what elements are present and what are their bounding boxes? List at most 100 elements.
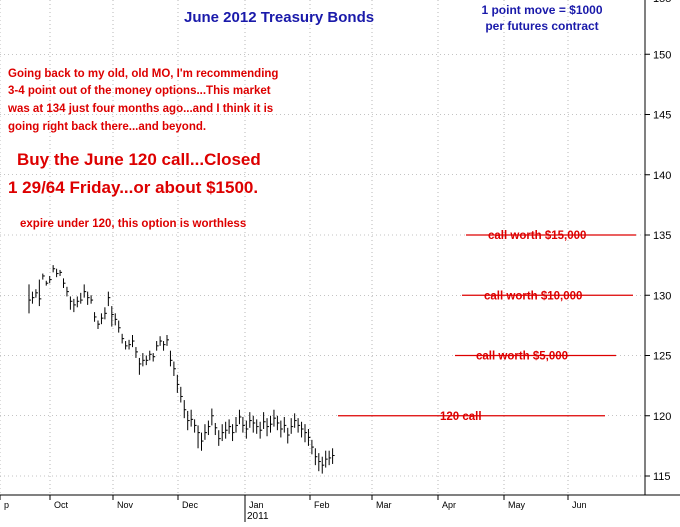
grid-lines bbox=[0, 0, 645, 495]
price-bar bbox=[132, 335, 135, 348]
price-bar bbox=[183, 400, 187, 419]
price-bar bbox=[97, 320, 100, 329]
price-bar bbox=[142, 353, 145, 367]
level-label: call worth $10,000 bbox=[484, 290, 582, 302]
price-bar bbox=[125, 341, 128, 350]
price-bar bbox=[301, 421, 304, 438]
price-bar bbox=[159, 336, 163, 346]
price-bar bbox=[321, 456, 325, 474]
price-bar bbox=[52, 265, 56, 273]
price-bar bbox=[49, 275, 52, 284]
price-bar bbox=[235, 416, 238, 433]
x-tick-label: Apr bbox=[442, 500, 456, 510]
price-bar bbox=[76, 296, 80, 308]
level-label: 120 call bbox=[440, 411, 482, 423]
price-bar bbox=[87, 291, 90, 305]
price-bar bbox=[176, 374, 180, 393]
price-bar bbox=[83, 284, 87, 298]
price-bar bbox=[138, 357, 142, 375]
subtitle-line-1: 1 point move = $1000 bbox=[481, 3, 602, 17]
price-bar bbox=[94, 312, 97, 322]
price-bar bbox=[149, 350, 152, 361]
price-bar bbox=[266, 418, 270, 437]
price-bar bbox=[214, 422, 218, 436]
price-bar bbox=[135, 347, 138, 358]
price-bar bbox=[204, 424, 207, 440]
price-bar bbox=[66, 286, 69, 297]
x-tick-label: Jun bbox=[572, 500, 587, 510]
price-level-lines: call worth $15,000 call worth $10,000 call… bbox=[338, 230, 636, 423]
y-tick-label: 145 bbox=[653, 110, 671, 122]
price-bar bbox=[111, 306, 114, 327]
commentary-line-3: was at 134 just four months ago...and I … bbox=[7, 103, 273, 115]
y-tick-label: 150 bbox=[653, 49, 671, 61]
price-bar bbox=[287, 427, 290, 444]
commentary-line-2: 3-4 point out of the money options...Thi… bbox=[8, 85, 271, 97]
price-bar bbox=[128, 339, 132, 350]
commentary-line-1: Going back to my old, old MO, I'm recomm… bbox=[8, 68, 278, 80]
level-label: call worth $15,000 bbox=[488, 230, 586, 242]
expiry-note: expire under 120, this option is worthle… bbox=[20, 218, 246, 230]
price-bar bbox=[163, 341, 166, 351]
price-bar bbox=[218, 430, 221, 446]
level-label: call worth $5,000 bbox=[476, 351, 568, 363]
price-bar bbox=[114, 313, 118, 326]
price-bar bbox=[166, 335, 169, 346]
price-bar bbox=[80, 292, 83, 304]
price-bar bbox=[245, 420, 249, 439]
y-tick-label: 155 bbox=[653, 0, 671, 5]
x-year-label: 2011 bbox=[247, 511, 269, 522]
price-bar bbox=[280, 420, 283, 438]
price-bar bbox=[273, 409, 276, 427]
price-bar bbox=[42, 273, 45, 280]
price-bar bbox=[90, 295, 94, 304]
price-bar bbox=[194, 419, 197, 433]
price-bar bbox=[118, 320, 121, 333]
price-bar bbox=[35, 289, 38, 298]
price-bar bbox=[207, 420, 211, 436]
price-bar bbox=[145, 355, 149, 366]
price-bar bbox=[242, 416, 245, 433]
price-bar bbox=[152, 353, 156, 362]
price-bar bbox=[121, 333, 125, 344]
price-bar bbox=[201, 432, 204, 451]
price-bar bbox=[45, 280, 49, 286]
price-bar bbox=[56, 268, 59, 278]
price-bar bbox=[328, 450, 332, 466]
price-bar bbox=[318, 453, 321, 472]
price-bar bbox=[232, 424, 235, 442]
commentary-line-4: going right back there...and beyond. bbox=[8, 121, 206, 133]
price-bar bbox=[100, 313, 104, 325]
y-tick-label: 120 bbox=[653, 411, 671, 423]
price-bar bbox=[325, 450, 328, 468]
price-bars bbox=[28, 265, 335, 474]
x-tick-label: May bbox=[508, 500, 526, 510]
y-tick-label: 130 bbox=[653, 290, 671, 302]
price-bar bbox=[69, 296, 73, 310]
x-tick-label: Oct bbox=[54, 500, 69, 510]
x-axis-ticks: p Oct Nov Dec Jan Feb Mar Apr May Jun bbox=[0, 495, 587, 522]
price-bar bbox=[256, 419, 259, 434]
price-bar bbox=[252, 415, 256, 433]
price-bar bbox=[304, 424, 307, 443]
price-bar bbox=[211, 408, 214, 426]
x-tick-label: Nov bbox=[117, 500, 134, 510]
x-tick-label: Feb bbox=[314, 500, 330, 510]
price-bar bbox=[187, 410, 190, 431]
trade-callout-line-1: Buy the June 120 call...Closed bbox=[17, 150, 261, 169]
price-bar bbox=[59, 269, 63, 276]
price-bar bbox=[173, 361, 176, 376]
price-bar bbox=[283, 416, 287, 433]
price-bar bbox=[190, 409, 194, 427]
price-bar bbox=[259, 421, 263, 439]
price-bar bbox=[63, 278, 66, 289]
price-bar bbox=[332, 448, 335, 464]
price-bar bbox=[197, 425, 201, 449]
price-bar bbox=[221, 424, 225, 442]
x-tick-label: Dec bbox=[182, 500, 199, 510]
price-bar bbox=[314, 448, 318, 466]
price-bar bbox=[228, 419, 232, 434]
price-bar bbox=[104, 307, 107, 320]
